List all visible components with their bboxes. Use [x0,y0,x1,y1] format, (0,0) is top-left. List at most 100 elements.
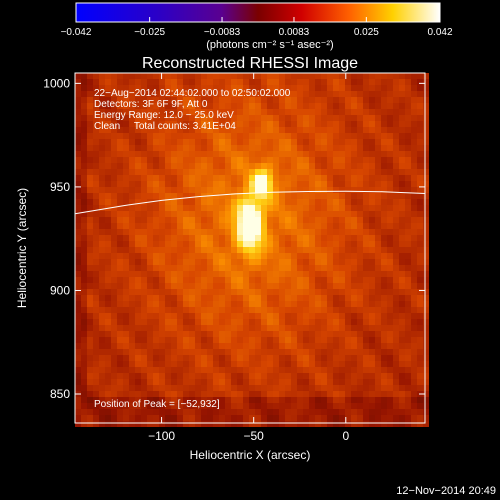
heatmap-cell [327,373,333,379]
heatmap-cell [363,85,369,91]
heatmap-cell [171,253,177,259]
heatmap-cell [135,379,141,385]
heatmap-cell [177,259,183,265]
heatmap-cell [411,391,417,397]
heatmap-cell [309,283,315,289]
heatmap-cell [345,175,351,181]
heatmap-cell [339,319,345,325]
heatmap-cell [105,193,111,199]
heatmap-cell [81,385,87,391]
heatmap-cell [129,241,135,247]
heatmap-cell [231,259,237,265]
heatmap-cell [387,259,393,265]
heatmap-cell [117,301,123,307]
heatmap-cell [357,217,363,223]
heatmap-cell [189,199,195,205]
heatmap-cell [81,157,87,163]
heatmap-cell [231,373,237,379]
heatmap-cell [147,349,153,355]
heatmap-cell [273,319,279,325]
heatmap-cell [129,367,135,373]
heatmap-cell [351,301,357,307]
heatmap-cell [99,199,105,205]
heatmap-cell [147,127,153,133]
heatmap-cell [189,235,195,241]
heatmap-cell [231,97,237,103]
heatmap-cell [297,319,303,325]
heatmap-cell [255,175,261,181]
heatmap-cell [111,85,117,91]
heatmap-cell [141,229,147,235]
heatmap-cell [123,337,129,343]
heatmap-cell [261,139,267,145]
heatmap-cell [153,319,159,325]
heatmap-cell [399,271,405,277]
heatmap-cell [147,259,153,265]
heatmap-cell [123,361,129,367]
heatmap-cell [291,133,297,139]
heatmap-cell [87,121,93,127]
heatmap-cell [75,121,81,127]
heatmap-cell [351,307,357,313]
heatmap-cell [375,373,381,379]
heatmap-cell [201,307,207,313]
heatmap-cell [297,271,303,277]
heatmap-cell [333,121,339,127]
heatmap-cell [141,403,147,409]
heatmap-cell [189,271,195,277]
heatmap-cell [303,127,309,133]
heatmap-cell [339,307,345,313]
heatmap-cell [237,181,243,187]
heatmap-cell [189,247,195,253]
heatmap-cell [195,391,201,397]
heatmap-cell [129,319,135,325]
heatmap-cell [285,277,291,283]
heatmap-cell [105,217,111,223]
heatmap-cell [177,277,183,283]
heatmap-cell [117,133,123,139]
heatmap-cell [111,205,117,211]
heatmap-cell [219,409,225,415]
heatmap-cell [357,343,363,349]
heatmap-cell [171,397,177,403]
heatmap-cell [255,319,261,325]
heatmap-cell [357,391,363,397]
heatmap-cell [321,181,327,187]
heatmap-cell [129,283,135,289]
heatmap-cell [237,73,243,79]
heatmap-cell [207,355,213,361]
heatmap-cell [417,133,423,139]
heatmap-cell [165,355,171,361]
heatmap-cell [219,253,225,259]
heatmap-cell [129,181,135,187]
heatmap-cell [75,325,81,331]
heatmap-cell [129,403,135,409]
heatmap-cell [159,247,165,253]
heatmap-cell [345,325,351,331]
heatmap-cell [243,151,249,157]
heatmap-cell [135,121,141,127]
heatmap-cell [201,265,207,271]
heatmap-cell [111,349,117,355]
heatmap-cell [75,223,81,229]
heatmap-cell [117,127,123,133]
heatmap-cell [123,241,129,247]
heatmap-cell [297,283,303,289]
heatmap-cell [393,169,399,175]
heatmap-cell [405,181,411,187]
heatmap-cell [165,307,171,313]
heatmap-cell [225,211,231,217]
heatmap-cell [297,373,303,379]
heatmap-cell [291,259,297,265]
heatmap-cell [87,289,93,295]
heatmap-cell [153,223,159,229]
heatmap-cell [351,127,357,133]
heatmap-cell [129,145,135,151]
heatmap-cell [243,103,249,109]
heatmap-cell [123,385,129,391]
heatmap-cell [387,139,393,145]
heatmap-cell [387,265,393,271]
heatmap-cell [423,133,429,139]
heatmap-cell [285,367,291,373]
heatmap-cell [75,385,81,391]
